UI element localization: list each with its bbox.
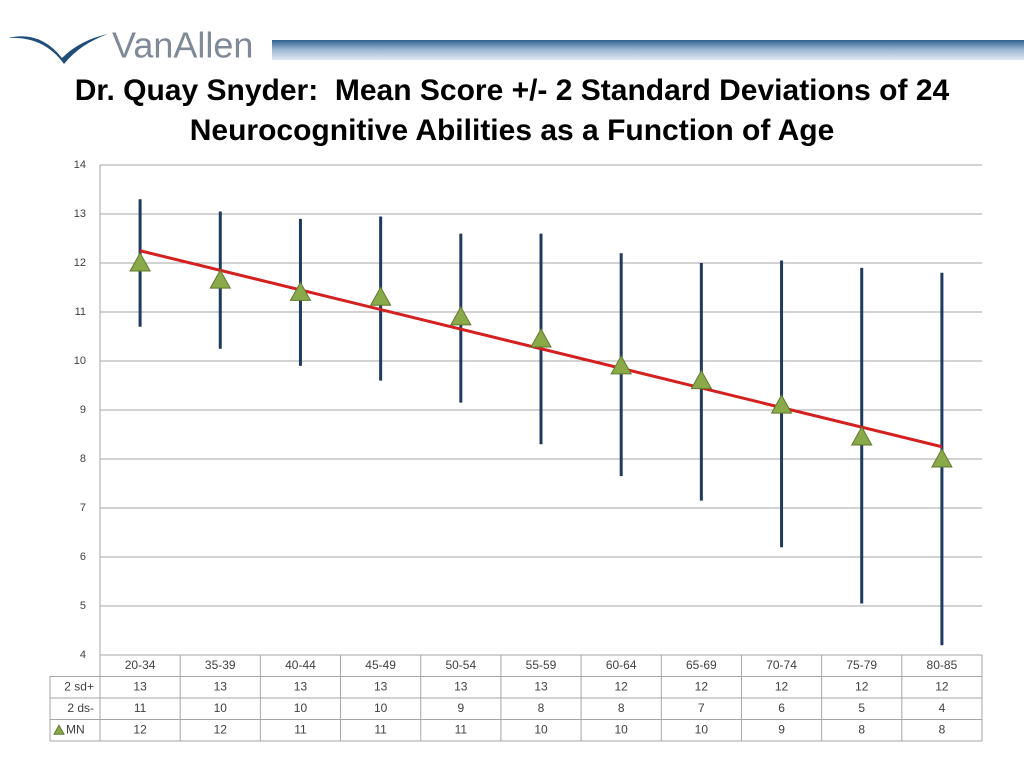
y-tick-label: 14 <box>74 159 86 171</box>
table-value: 13 <box>534 679 548 693</box>
table-value: 13 <box>374 679 388 693</box>
x-tick-label: 75-79 <box>846 658 877 672</box>
y-tick-label: 13 <box>74 208 86 220</box>
table-value: 13 <box>294 679 308 693</box>
x-tick-label: 50-54 <box>445 658 476 672</box>
table-value: 13 <box>133 679 147 693</box>
y-tick-label: 8 <box>80 453 86 465</box>
chart-title: Dr. Quay Snyder: Mean Score +/- 2 Standa… <box>75 74 950 107</box>
table-value: 10 <box>294 701 308 715</box>
x-tick-label: 20-34 <box>125 658 156 672</box>
chart-title: Neurocognitive Abilities as a Function o… <box>190 114 835 147</box>
legend-label: 2 sd+ <box>64 679 94 693</box>
mean-marker <box>770 394 793 414</box>
table-value: 8 <box>538 701 545 715</box>
table-value: 4 <box>939 701 946 715</box>
table-value: 13 <box>454 679 468 693</box>
table-value: 5 <box>858 701 865 715</box>
table-value: 7 <box>698 701 705 715</box>
y-tick-label: 11 <box>75 306 86 318</box>
x-tick-label: 35-39 <box>205 658 236 672</box>
y-tick-label: 7 <box>80 502 86 514</box>
table-value: 12 <box>615 679 629 693</box>
table-value: 10 <box>615 722 629 736</box>
header-bar <box>272 40 1024 60</box>
table-value: 10 <box>534 722 548 736</box>
x-tick-label: 65-69 <box>686 658 717 672</box>
table-value: 12 <box>695 679 709 693</box>
table-value: 11 <box>455 722 468 736</box>
mean-marker <box>129 251 151 272</box>
table-value: 9 <box>778 722 785 736</box>
logo-swoosh <box>8 34 108 64</box>
mean-marker <box>449 305 472 326</box>
table-value: 12 <box>214 722 228 736</box>
x-tick-label: 70-74 <box>766 658 797 672</box>
legend-label: MN <box>66 722 85 736</box>
y-tick-label: 9 <box>80 404 86 416</box>
table-value: 8 <box>858 722 865 736</box>
table-value: 12 <box>133 722 147 736</box>
mean-marker <box>209 269 232 289</box>
table-value: 8 <box>618 701 625 715</box>
table-value: 12 <box>935 679 949 693</box>
mean-marker <box>610 354 633 375</box>
table-value: 10 <box>695 722 709 736</box>
mean-marker <box>530 327 552 348</box>
table-value: 12 <box>775 679 789 693</box>
table-value: 13 <box>214 679 228 693</box>
x-tick-label: 55-59 <box>526 658 557 672</box>
trend-line <box>139 249 943 449</box>
mean-marker <box>690 369 713 390</box>
legend-marker <box>53 724 65 735</box>
table-value: 10 <box>374 701 388 715</box>
table-value: 6 <box>778 701 785 715</box>
y-tick-label: 12 <box>74 257 86 269</box>
table-value: 12 <box>855 679 869 693</box>
table-value: 10 <box>214 701 228 715</box>
table-value: 9 <box>457 701 464 715</box>
y-tick-label: 6 <box>80 551 86 563</box>
mean-marker <box>850 425 873 446</box>
y-tick-label: 4 <box>80 649 86 661</box>
y-tick-label: 5 <box>80 600 86 612</box>
mean-marker <box>931 447 953 468</box>
mean-marker <box>369 286 392 306</box>
logo-text: VanAllen <box>112 25 253 66</box>
mean-marker <box>289 281 312 301</box>
x-tick-label: 60-64 <box>606 658 637 672</box>
x-tick-label: 40-44 <box>285 658 316 672</box>
table-value: 11 <box>134 701 147 715</box>
table-value: 11 <box>374 722 387 736</box>
x-tick-label: 80-85 <box>927 658 958 672</box>
table-border <box>49 676 983 742</box>
y-tick-label: 10 <box>74 355 86 367</box>
x-tick-label: 45-49 <box>365 658 396 672</box>
table-value: 11 <box>294 722 307 736</box>
legend-label: 2 ds- <box>67 701 94 715</box>
table-value: 8 <box>939 722 946 736</box>
